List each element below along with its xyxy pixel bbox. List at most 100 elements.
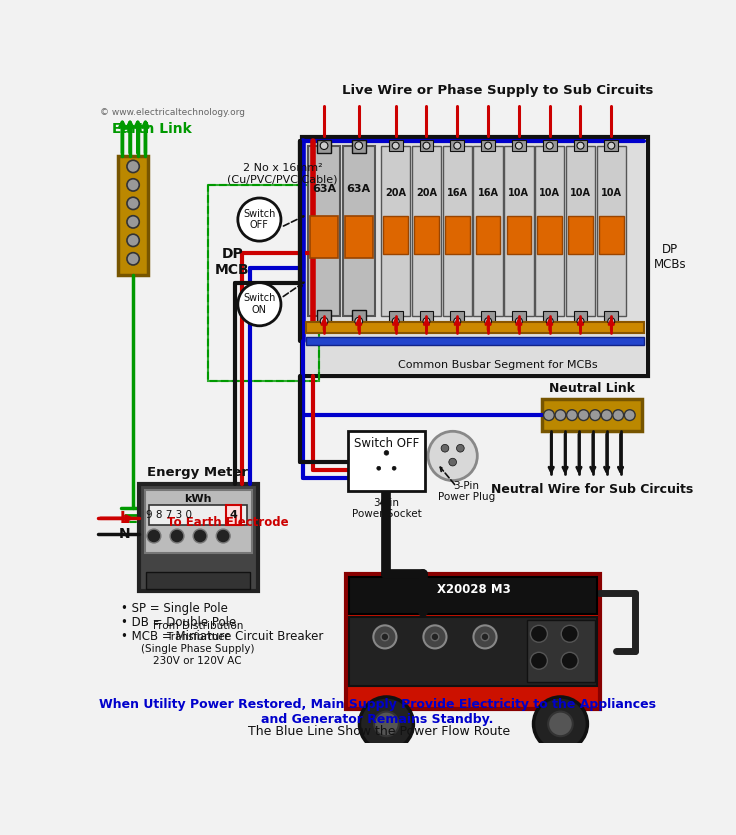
Text: N: N	[118, 527, 130, 541]
Circle shape	[127, 179, 139, 191]
Text: 3-Pin
Power Socket: 3-Pin Power Socket	[352, 498, 421, 519]
Circle shape	[590, 410, 601, 421]
FancyBboxPatch shape	[566, 146, 595, 316]
FancyBboxPatch shape	[118, 155, 148, 275]
Circle shape	[484, 318, 492, 325]
Text: DP
MCBs: DP MCBs	[654, 242, 686, 271]
Circle shape	[170, 529, 184, 543]
FancyBboxPatch shape	[381, 146, 410, 316]
Text: 10A: 10A	[601, 188, 622, 198]
Text: Neutral Wire for Sub Circuits: Neutral Wire for Sub Circuits	[491, 483, 693, 495]
FancyBboxPatch shape	[389, 311, 403, 322]
Circle shape	[127, 160, 139, 173]
FancyBboxPatch shape	[450, 140, 464, 151]
Circle shape	[392, 466, 396, 470]
FancyBboxPatch shape	[473, 146, 503, 316]
FancyBboxPatch shape	[420, 140, 434, 151]
FancyBboxPatch shape	[542, 399, 642, 432]
FancyBboxPatch shape	[383, 215, 408, 254]
FancyBboxPatch shape	[412, 146, 441, 316]
FancyBboxPatch shape	[450, 311, 464, 322]
FancyBboxPatch shape	[350, 577, 598, 614]
Text: 63A: 63A	[312, 184, 336, 194]
Text: 10A: 10A	[539, 188, 560, 198]
FancyBboxPatch shape	[345, 215, 372, 258]
FancyBboxPatch shape	[504, 146, 534, 316]
Circle shape	[613, 410, 623, 421]
FancyBboxPatch shape	[304, 139, 646, 373]
Circle shape	[531, 652, 548, 669]
FancyBboxPatch shape	[442, 146, 472, 316]
Text: From Distribution
Transformer
(Single Phase Supply)
230V or 120V AC: From Distribution Transformer (Single Ph…	[141, 620, 255, 665]
FancyBboxPatch shape	[535, 146, 565, 316]
Circle shape	[320, 317, 328, 325]
FancyBboxPatch shape	[599, 215, 623, 254]
Text: 10A: 10A	[509, 188, 529, 198]
Circle shape	[384, 451, 389, 455]
Circle shape	[562, 625, 578, 642]
Text: DP
MCB: DP MCB	[215, 247, 250, 277]
FancyBboxPatch shape	[542, 140, 556, 151]
Circle shape	[473, 625, 497, 649]
FancyBboxPatch shape	[317, 310, 331, 322]
FancyBboxPatch shape	[506, 215, 531, 254]
Circle shape	[449, 458, 456, 466]
FancyBboxPatch shape	[481, 311, 495, 322]
Circle shape	[431, 633, 439, 640]
Circle shape	[238, 283, 281, 326]
Circle shape	[481, 633, 489, 640]
FancyBboxPatch shape	[350, 617, 598, 686]
Circle shape	[216, 529, 230, 543]
FancyBboxPatch shape	[145, 490, 252, 553]
FancyBboxPatch shape	[305, 322, 645, 332]
FancyBboxPatch shape	[138, 483, 258, 591]
FancyBboxPatch shape	[597, 146, 626, 316]
Text: Switch OFF: Switch OFF	[354, 437, 419, 450]
Circle shape	[546, 318, 553, 325]
Text: When Utility Power Restored, Main Supply Provide Electricity to the Appliances
a: When Utility Power Restored, Main Supply…	[99, 698, 656, 726]
Circle shape	[441, 444, 449, 452]
Circle shape	[392, 318, 399, 325]
FancyBboxPatch shape	[348, 432, 425, 491]
Circle shape	[238, 198, 281, 241]
Circle shape	[578, 410, 589, 421]
Text: Common Busbar Segment for MCBs: Common Busbar Segment for MCBs	[398, 360, 598, 370]
Circle shape	[546, 142, 553, 149]
Circle shape	[127, 253, 139, 265]
FancyBboxPatch shape	[317, 140, 331, 153]
Text: Live Wire or Phase Supply to Sub Circuits: Live Wire or Phase Supply to Sub Circuit…	[342, 84, 654, 98]
FancyBboxPatch shape	[512, 311, 526, 322]
Text: 10A: 10A	[570, 188, 591, 198]
FancyBboxPatch shape	[347, 574, 601, 709]
Circle shape	[515, 142, 523, 149]
Circle shape	[147, 529, 161, 543]
Circle shape	[392, 142, 399, 149]
Circle shape	[320, 142, 328, 149]
FancyBboxPatch shape	[225, 505, 241, 525]
Circle shape	[423, 625, 447, 649]
Circle shape	[454, 318, 461, 325]
FancyBboxPatch shape	[573, 140, 587, 151]
Text: Switch
ON: Switch ON	[243, 293, 275, 315]
Circle shape	[608, 142, 615, 149]
Text: 2 No x 16mm²
(Cu/PVC/PVC Cable): 2 No x 16mm² (Cu/PVC/PVC Cable)	[227, 163, 338, 185]
Circle shape	[381, 633, 389, 640]
FancyBboxPatch shape	[342, 146, 375, 316]
Text: • SP = Single Pole: • SP = Single Pole	[121, 602, 227, 615]
FancyBboxPatch shape	[302, 137, 648, 376]
Text: Earth Link: Earth Link	[112, 123, 191, 136]
Circle shape	[127, 197, 139, 210]
Circle shape	[355, 317, 363, 325]
Circle shape	[608, 318, 615, 325]
Circle shape	[555, 410, 566, 421]
Text: Switch
OFF: Switch OFF	[243, 209, 275, 230]
Circle shape	[515, 318, 523, 325]
Text: L: L	[120, 511, 130, 526]
Text: 20A: 20A	[385, 188, 406, 198]
FancyBboxPatch shape	[389, 140, 403, 151]
FancyBboxPatch shape	[149, 505, 247, 525]
Text: The Blue Line Show the Power Flow Route: The Blue Line Show the Power Flow Route	[244, 725, 510, 738]
FancyBboxPatch shape	[512, 140, 526, 151]
Text: 9 8 7 3 0: 9 8 7 3 0	[146, 510, 191, 520]
Text: To Earth Electrode: To Earth Electrode	[167, 516, 289, 529]
